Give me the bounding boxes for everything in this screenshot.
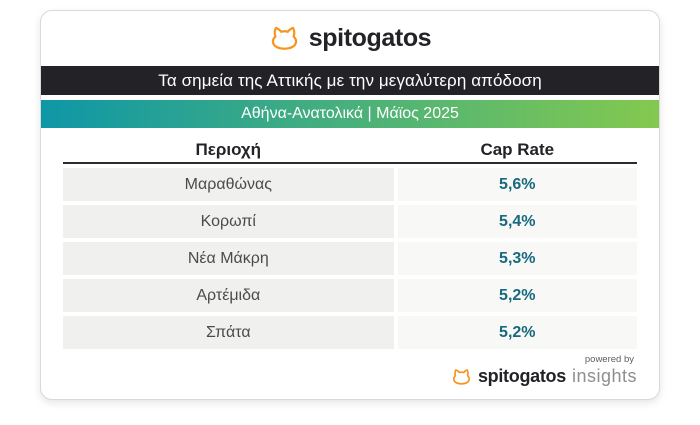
cap-rate-cell: 5,6% <box>397 168 637 201</box>
cap-rate-cell: 5,4% <box>397 205 637 238</box>
cap-rate-value: 5,6% <box>499 175 536 193</box>
column-header-cap-rate: Cap Rate <box>480 140 555 159</box>
area-cell: Σπάτα <box>63 316 394 349</box>
footer-insights-text: insights <box>571 366 637 386</box>
cat-icon <box>271 26 297 50</box>
area-cell: Κορωπί <box>63 205 394 238</box>
table-body: Μαραθώνας 5,6% Κορωπί 5,4% Νέα Μάκρη 5,3… <box>63 168 637 349</box>
page-title: Τα σημεία της Αττικής με την μεγαλύτερη … <box>158 70 542 90</box>
area-label: Μαραθώνας <box>184 175 272 193</box>
table-row: Κορωπί 5,4% <box>63 205 637 238</box>
table-row: Μαραθώνας 5,6% <box>63 168 637 201</box>
area-label: Νέα Μάκρη <box>187 249 269 267</box>
cap-rate-value: 5,4% <box>499 212 536 230</box>
subtitle-bar: Αθήνα-Ανατολικά | Μάϊος 2025 <box>41 100 659 128</box>
cap-rate-cell: 5,3% <box>397 242 637 275</box>
brand-logo: spitogatos <box>41 11 659 66</box>
area-label: Σπάτα <box>206 323 251 341</box>
region-period-label: Αθήνα-Ανατολικά | Μάϊος 2025 <box>241 105 459 122</box>
area-cell: Αρτέμιδα <box>63 279 394 312</box>
area-cell: Νέα Μάκρη <box>63 242 394 275</box>
area-cell: Μαραθώνας <box>63 168 394 201</box>
column-header-area: Περιοχή <box>195 140 262 159</box>
table-header: Περιοχή Cap Rate <box>63 138 637 164</box>
brand-logo-text: spitogatos <box>308 24 432 52</box>
cat-icon <box>452 368 471 385</box>
cap-rate-cell: 5,2% <box>397 279 637 312</box>
title-bar: Τα σημεία της Αττικής με την μεγαλύτερη … <box>41 66 659 95</box>
table-row: Σπάτα 5,2% <box>63 316 637 349</box>
area-label: Αρτέμιδα <box>196 286 261 304</box>
infographic-card: spitogatos Τα σημεία της Αττικής με την … <box>40 10 660 400</box>
area-label: Κορωπί <box>200 212 256 230</box>
footer-brand-text: spitogatos <box>477 366 566 386</box>
cap-rate-value: 5,3% <box>499 249 536 267</box>
cap-rate-value: 5,2% <box>499 286 536 304</box>
table-row: Αρτέμιδα 5,2% <box>63 279 637 312</box>
footer-brand-logo: spitogatos insights <box>451 366 637 387</box>
cap-rate-value: 5,2% <box>499 323 536 341</box>
table-row: Νέα Μάκρη 5,3% <box>63 242 637 275</box>
cap-rate-table: Περιοχή Cap Rate Μαραθώνας 5,6% Κορωπί 5… <box>63 138 637 349</box>
cap-rate-cell: 5,2% <box>397 316 637 349</box>
footer: powered by spitogatos insights <box>451 354 637 387</box>
powered-by-label: powered by <box>584 354 634 365</box>
